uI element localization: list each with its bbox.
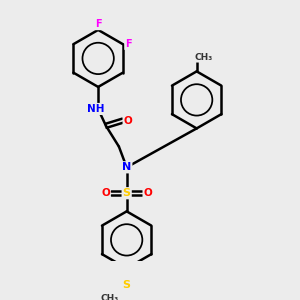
Text: O: O: [144, 188, 152, 198]
Text: F: F: [95, 19, 101, 29]
Text: S: S: [123, 280, 131, 290]
Text: O: O: [101, 188, 110, 198]
Text: S: S: [123, 188, 131, 198]
Text: N: N: [122, 162, 131, 172]
Text: CH₃: CH₃: [194, 52, 212, 62]
Text: CH₃: CH₃: [101, 294, 119, 300]
Text: NH: NH: [87, 104, 104, 114]
Text: F: F: [125, 39, 132, 49]
Text: O: O: [124, 116, 132, 126]
